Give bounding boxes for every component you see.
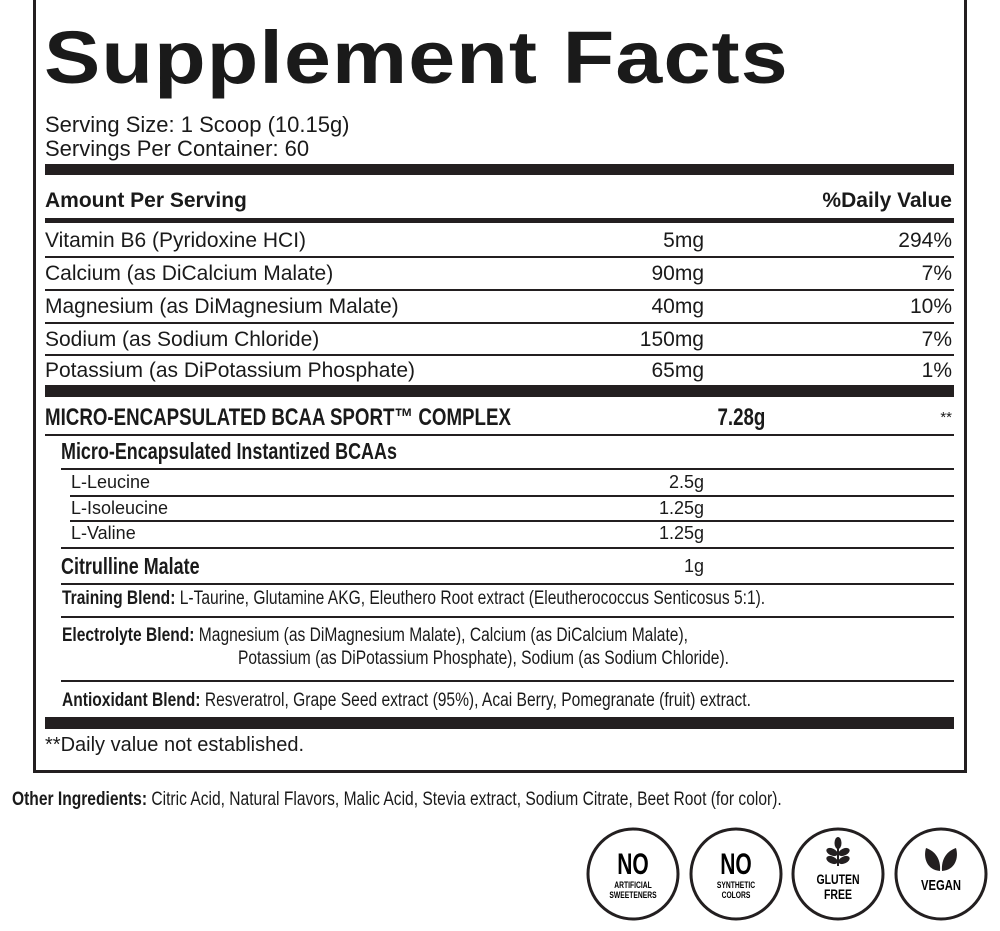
training-blend-label: Training Blend:: [62, 588, 176, 609]
divider: [45, 256, 954, 258]
electrolyte-blend: Electrolyte Blend: Magnesium (as DiMagne…: [62, 624, 962, 670]
bcaa-header-row: Micro-Encapsulated Instantized BCAAs: [61, 436, 970, 466]
training-blend: Training Blend: L-Taurine, Glutamine AKG…: [62, 587, 962, 610]
servings-per-container: Servings Per Container: 60: [45, 136, 310, 161]
vegan-badge: VEGAN: [894, 827, 988, 921]
divider: [45, 354, 954, 356]
nutrient-dv: 294%: [898, 229, 952, 252]
divider: [61, 583, 954, 585]
daily-value-label: %Daily Value: [822, 189, 952, 212]
badge-text: GLUTEN: [816, 872, 859, 888]
citrulline-amount: 1g: [683, 556, 704, 576]
panel-title: Supplement Facts: [44, 16, 789, 99]
nutrient-name: Sodium (as Sodium Chloride): [45, 328, 320, 351]
bcaa-amount: 2.5g: [668, 472, 704, 492]
bcaa-header: Micro-Encapsulated Instantized BCAAs: [61, 438, 397, 464]
complex-name: MICRO-ENCAPSULATED BCAA SPORT™ COMPLEX: [45, 404, 511, 431]
badge-text: FREE: [824, 887, 852, 903]
leaf-icon: [925, 848, 957, 871]
nutrient-amount: 90mg: [651, 262, 704, 285]
electrolyte-blend-text-2: Potassium (as DiPotassium Phosphate), So…: [238, 648, 729, 669]
divider-medium: [45, 218, 954, 223]
antioxidant-blend-label: Antioxidant Blend:: [62, 690, 201, 711]
badge-text: COLORS: [722, 890, 751, 900]
no-artificial-sweeteners-badge: NO ARTIFICIAL SWEETENERS: [586, 827, 680, 921]
divider: [45, 289, 954, 291]
footnote: **Daily value not established.: [45, 734, 305, 756]
citrulline-row: Citrulline Malate 1g: [45, 551, 954, 581]
nutrient-row: Sodium (as Sodium Chloride) 150mg 7%: [45, 325, 954, 355]
nutrient-row: Magnesium (as DiMagnesium Malate) 40mg 10%: [45, 292, 954, 322]
nutrient-name: Potassium (as DiPotassium Phosphate): [45, 359, 415, 382]
nutrient-row: Calcium (as DiCalcium Malate) 90mg 7%: [45, 259, 954, 289]
antioxidant-blend-text: Resveratrol, Grape Seed extract (95%), A…: [204, 690, 751, 711]
nutrient-name: Vitamin B6 (Pyridoxine HCI): [45, 229, 307, 252]
nutrient-row: Potassium (as DiPotassium Phosphate) 65mg…: [45, 356, 954, 386]
nutrient-dv: 1%: [921, 359, 952, 382]
bcaa-row: L-Isoleucine 1.25g: [45, 495, 954, 521]
nutrient-amount: 5mg: [663, 229, 704, 252]
antioxidant-blend: Antioxidant Blend: Resveratrol, Grape Se…: [62, 689, 962, 712]
divider: [70, 520, 954, 522]
bcaa-amount: 1.25g: [658, 523, 704, 543]
divider: [61, 547, 954, 549]
badge-text: SYNTHETIC: [717, 880, 755, 890]
training-blend-text: L-Taurine, Glutamine AKG, Eleuthero Root…: [179, 588, 766, 609]
badge-big-text: NO: [720, 849, 751, 881]
nutrient-dv: 7%: [921, 328, 952, 351]
divider-thick: [45, 717, 954, 729]
facts-panel-border: [33, 0, 967, 773]
other-ingredients-label: Other Ingredients:: [12, 789, 148, 810]
electrolyte-blend-label: Electrolyte Blend:: [62, 625, 195, 646]
divider-thick: [45, 164, 954, 175]
other-ingredients-text: Citric Acid, Natural Flavors, Malic Acid…: [151, 789, 782, 810]
badge-text: SWEETENERS: [609, 890, 656, 900]
bcaa-row: L-Valine 1.25g: [45, 520, 954, 546]
complex-row: MICRO-ENCAPSULATED BCAA SPORT™ COMPLEX 7…: [45, 403, 954, 433]
nutrient-amount: 40mg: [651, 295, 704, 318]
header-row: Amount Per Serving %Daily Value: [45, 186, 954, 216]
gluten-free-badge: GLUTEN FREE: [791, 827, 885, 921]
electrolyte-blend-text: Magnesium (as DiMagnesium Malate), Calci…: [198, 625, 688, 646]
nutrient-dv: 7%: [921, 262, 952, 285]
bcaa-row: L-Leucine 2.5g: [45, 469, 954, 495]
nutrient-amount: 65mg: [651, 359, 704, 382]
complex-dv: **: [940, 409, 952, 426]
bcaa-name: L-Leucine: [71, 472, 151, 492]
nutrient-name: Magnesium (as DiMagnesium Malate): [45, 295, 399, 318]
wheat-icon: [826, 837, 850, 866]
citrulline-name: Citrulline Malate: [61, 553, 200, 579]
divider: [45, 434, 954, 436]
badge-big-text: NO: [617, 849, 648, 881]
no-synthetic-colors-badge: NO SYNTHETIC COLORS: [689, 827, 783, 921]
divider: [70, 495, 954, 497]
divider: [61, 680, 954, 682]
nutrient-name: Calcium (as DiCalcium Malate): [45, 262, 334, 285]
divider: [45, 322, 954, 324]
badge-text: VEGAN: [921, 876, 961, 893]
nutrient-amount: 150mg: [639, 328, 704, 351]
divider-thick: [45, 385, 954, 397]
nutrient-row: Vitamin B6 (Pyridoxine HCI) 5mg 294%: [45, 226, 954, 256]
divider: [61, 468, 954, 470]
bcaa-amount: 1.25g: [658, 498, 704, 518]
nutrient-dv: 10%: [909, 295, 952, 318]
divider: [61, 616, 954, 618]
complex-amount: 7.28g: [717, 404, 766, 431]
other-ingredients: Other Ingredients: Citric Acid, Natural …: [12, 789, 951, 811]
bcaa-name: L-Isoleucine: [71, 498, 169, 518]
badge-text: ARTIFICIAL: [614, 880, 652, 890]
serving-size: Serving Size: 1 Scoop (10.15g): [45, 112, 350, 137]
amount-per-serving-label: Amount Per Serving: [45, 189, 247, 212]
bcaa-name: L-Valine: [71, 523, 136, 543]
